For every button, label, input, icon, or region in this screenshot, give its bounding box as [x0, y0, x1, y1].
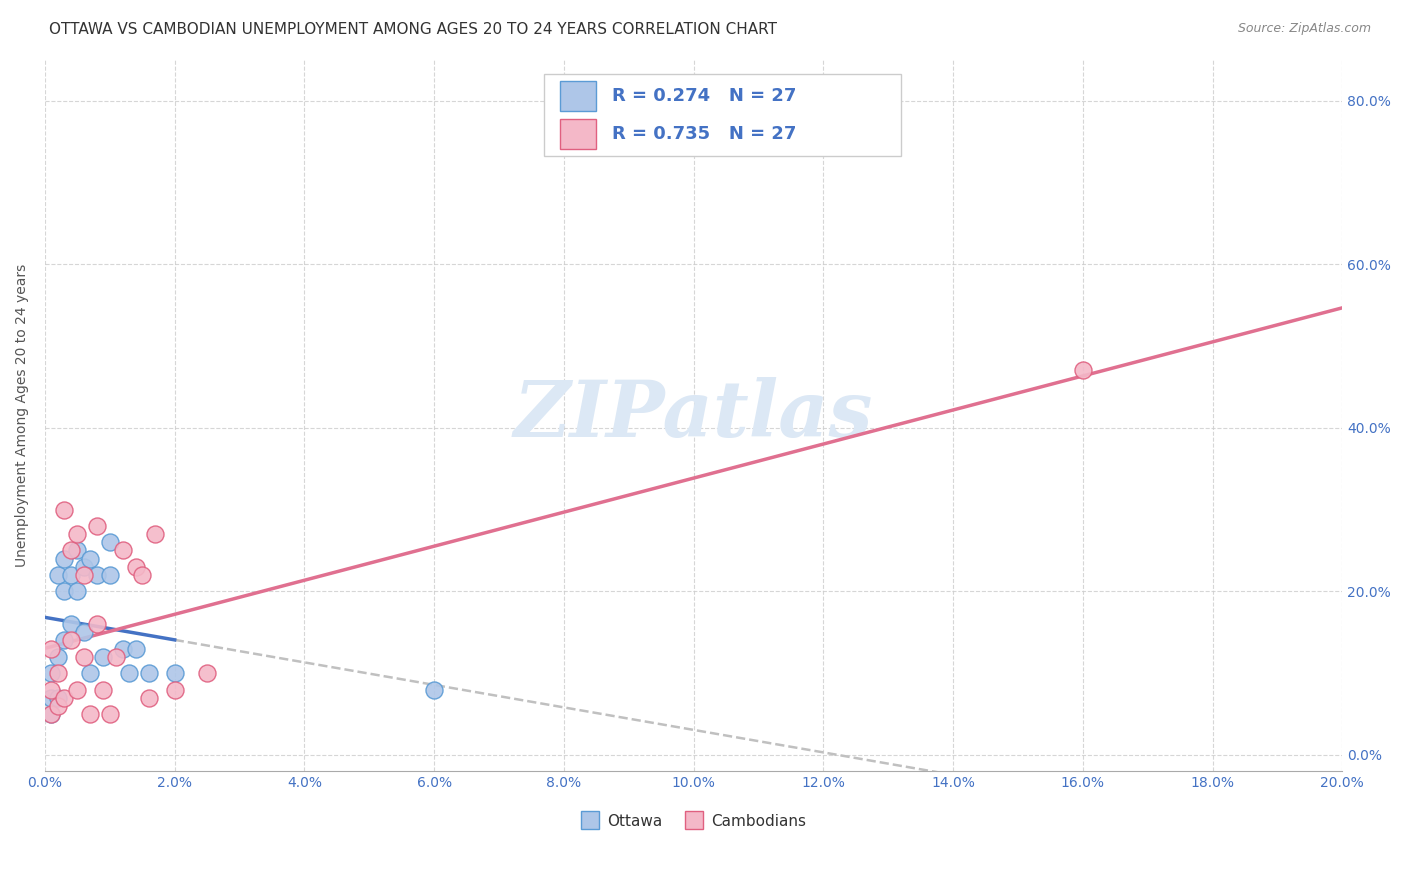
Point: [66, 584, 89, 599]
Point: [66, 682, 89, 697]
Point: [143, 527, 166, 541]
Point: [79, 666, 101, 681]
FancyBboxPatch shape: [560, 81, 596, 111]
Point: [93, 649, 115, 664]
Point: [79, 551, 101, 566]
Point: [111, 641, 134, 656]
Point: [41, 707, 63, 722]
Point: [138, 666, 160, 681]
Point: [41, 707, 63, 722]
Point: [53, 633, 76, 648]
Point: [59, 633, 82, 648]
Point: [163, 682, 186, 697]
Point: [98, 568, 121, 582]
Point: [111, 543, 134, 558]
Point: [105, 649, 128, 664]
Point: [423, 682, 446, 697]
Point: [59, 543, 82, 558]
Point: [41, 682, 63, 697]
Y-axis label: Unemployment Among Ages 20 to 24 years: Unemployment Among Ages 20 to 24 years: [15, 264, 30, 567]
Point: [86, 617, 108, 632]
Point: [41, 666, 63, 681]
Point: [125, 641, 148, 656]
Point: [53, 551, 76, 566]
Point: [79, 707, 101, 722]
Point: [86, 568, 108, 582]
Point: [59, 617, 82, 632]
Point: [118, 666, 141, 681]
Point: [131, 568, 153, 582]
Point: [163, 666, 186, 681]
Point: [138, 690, 160, 705]
Point: [53, 690, 76, 705]
Point: [86, 519, 108, 533]
Point: [46, 690, 69, 705]
Text: R = 0.735   N = 27: R = 0.735 N = 27: [612, 125, 796, 143]
Text: R = 0.274   N = 27: R = 0.274 N = 27: [612, 87, 796, 105]
Point: [41, 690, 63, 705]
FancyBboxPatch shape: [560, 119, 596, 149]
Point: [59, 568, 82, 582]
Point: [66, 543, 89, 558]
Point: [41, 641, 63, 656]
Point: [46, 568, 69, 582]
Point: [1071, 363, 1094, 377]
Text: Source: ZipAtlas.com: Source: ZipAtlas.com: [1237, 22, 1371, 36]
Point: [66, 527, 89, 541]
FancyBboxPatch shape: [544, 74, 901, 156]
Point: [46, 698, 69, 713]
Text: OTTAWA VS CAMBODIAN UNEMPLOYMENT AMONG AGES 20 TO 24 YEARS CORRELATION CHART: OTTAWA VS CAMBODIAN UNEMPLOYMENT AMONG A…: [49, 22, 778, 37]
Point: [53, 502, 76, 516]
Text: ZIPatlas: ZIPatlas: [515, 377, 873, 454]
Point: [73, 649, 96, 664]
Point: [195, 666, 218, 681]
Point: [53, 584, 76, 599]
Point: [73, 568, 96, 582]
Point: [46, 666, 69, 681]
Point: [73, 559, 96, 574]
Point: [46, 649, 69, 664]
Point: [98, 707, 121, 722]
Point: [93, 682, 115, 697]
Point: [98, 535, 121, 549]
Point: [125, 559, 148, 574]
Point: [73, 625, 96, 640]
Legend: Ottawa, Cambodians: Ottawa, Cambodians: [575, 807, 813, 835]
